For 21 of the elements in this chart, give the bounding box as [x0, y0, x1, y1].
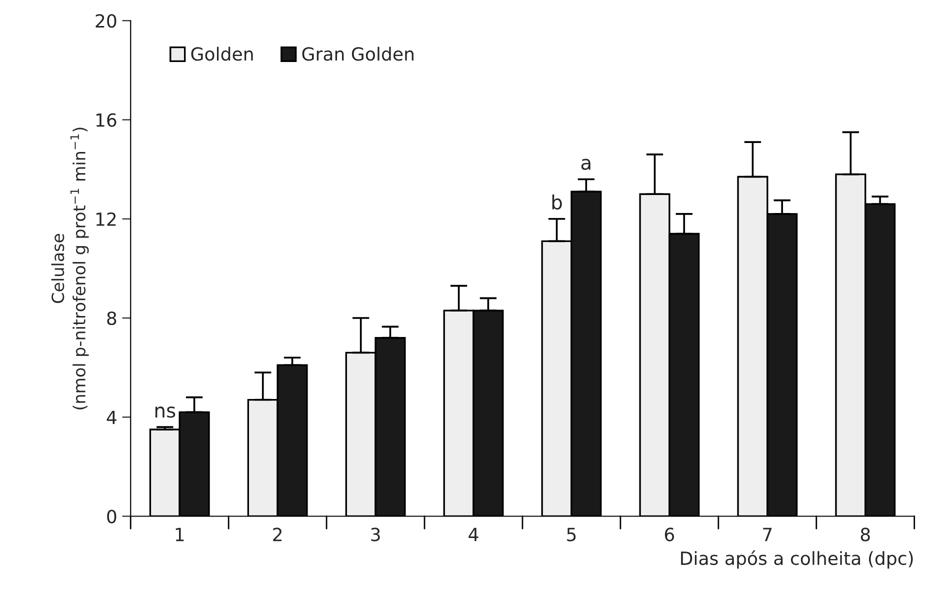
y-tick-label: 16 — [96, 113, 116, 127]
x-tick-label: 1 — [176, 528, 184, 542]
y-axis-title: Celulase (nmol p-nitrofenol g prot$^{−1}$ min$^{−1}$) — [51, 128, 89, 410]
y-tick-label: 0 — [107, 510, 116, 524]
x-tick-label: 5 — [567, 528, 576, 542]
y-tick-label: 4 — [106, 410, 116, 424]
annotation: b — [552, 194, 562, 210]
x-tick-label: 8 — [860, 528, 870, 542]
legend-label: Gran Golden — [302, 46, 414, 61]
legend-label: Golden — [191, 46, 253, 61]
x-tick-label: 3 — [371, 528, 380, 542]
annotation: a — [581, 158, 590, 170]
x-tick-label: 7 — [763, 528, 772, 542]
y-tick-label: 8 — [107, 311, 116, 326]
y-tick-label: 12 — [96, 212, 116, 226]
y-tick-label: 20 — [96, 14, 116, 28]
x-axis-title: Dias após a colheita (dpc) — [681, 550, 913, 569]
x-tick-label: 6 — [664, 528, 674, 542]
x-tick-label: 4 — [468, 528, 478, 542]
annotation: ns — [155, 406, 176, 418]
x-tick-label: 2 — [273, 528, 282, 542]
